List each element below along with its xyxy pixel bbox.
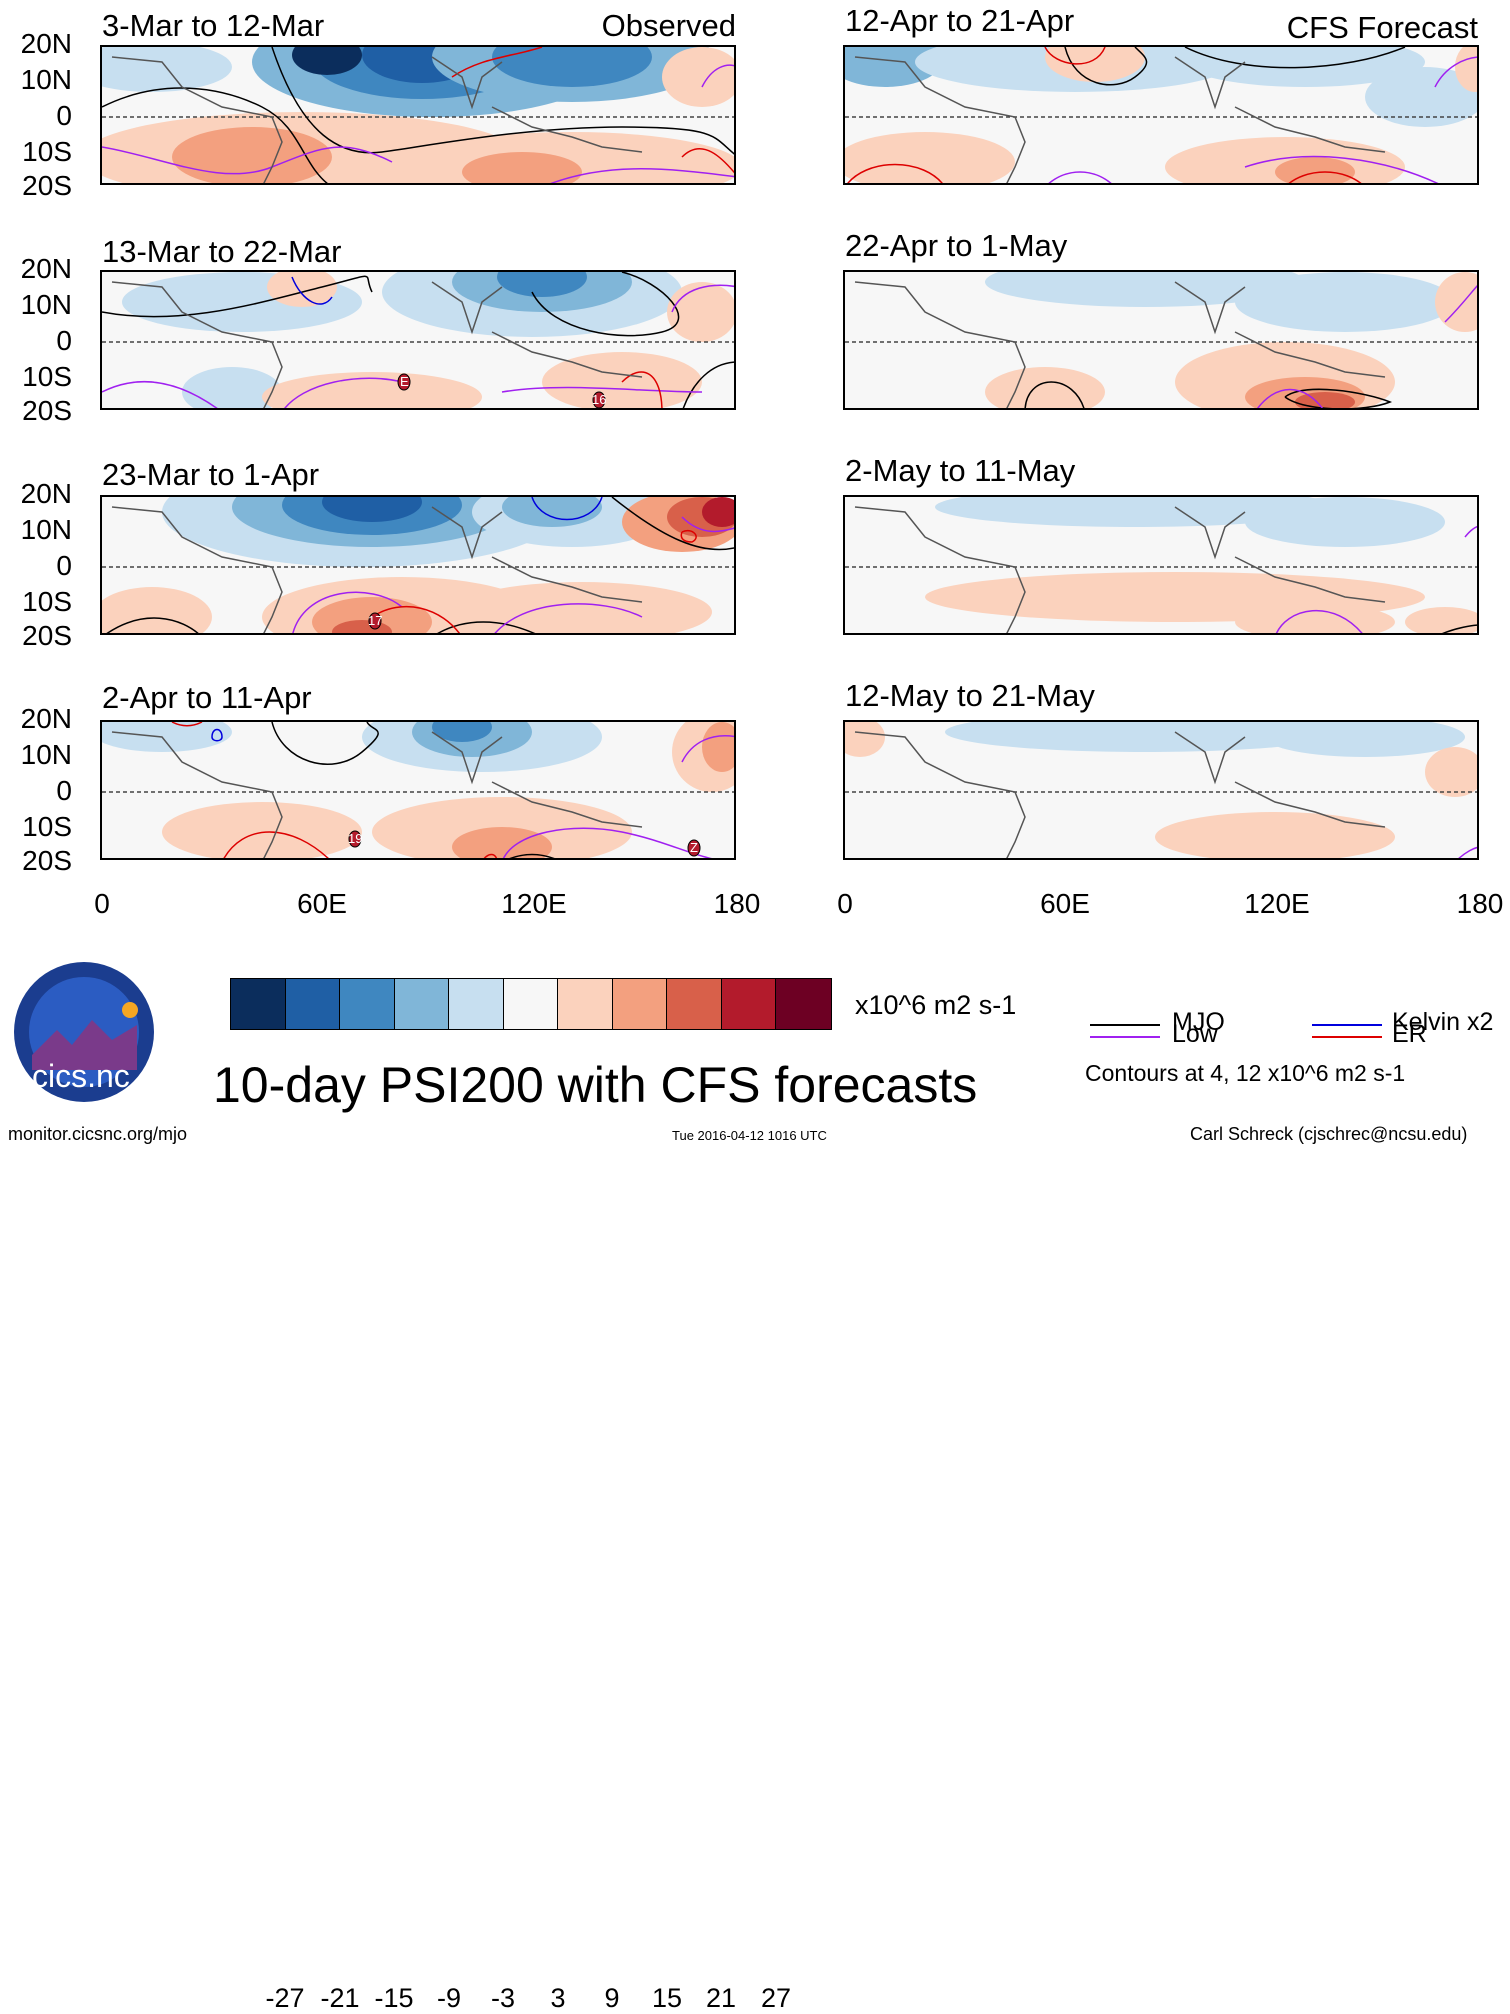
forecast-header: CFS Forecast: [1286, 10, 1478, 45]
legend-mjo-label: MJO: [1172, 1008, 1225, 1036]
lat-label-eq-4: 0: [56, 775, 72, 806]
panel-title-2: 13-Mar to 22-Mar: [102, 234, 342, 269]
cbar-tick-9: 21: [705, 1983, 737, 2013]
lat-label-10s-3: 10S: [22, 586, 72, 617]
cyclone-marker-16: 16: [592, 392, 607, 407]
lat-label-10s-4: 10S: [22, 811, 72, 842]
panel-title-8: 12-May to 21-May: [845, 678, 1095, 713]
cbar-swatch-1: [231, 979, 286, 1029]
legend-low-label: Low: [1172, 1020, 1218, 1048]
panel-title-4: 2-Apr to 11-Apr: [102, 680, 312, 715]
map-panel-4: 19 Z: [100, 720, 736, 860]
cyclone-marker-17: 17: [368, 613, 383, 628]
legend-er-label: ER: [1392, 1020, 1427, 1048]
lat-label-10n-2: 10N: [20, 289, 72, 320]
cbar-tick-1: -27: [265, 1983, 305, 2013]
cbar-tick-4: -9: [436, 1983, 461, 2013]
map-panel-2: E 16: [100, 270, 736, 410]
cics-logo: cics.nc Cooperative Institute for Climat…: [12, 960, 156, 1104]
map-panel-8: [843, 720, 1479, 860]
legend-kelvin-line: [1312, 1024, 1382, 1026]
lat-label-10s-2: 10S: [22, 361, 72, 392]
colorbar: [230, 978, 832, 1030]
cbar-swatch-10: [721, 979, 776, 1029]
lon-label-60e-right: 60E: [1040, 888, 1090, 919]
lat-label-20s-4: 20S: [22, 845, 72, 876]
cbar-tick-8: 15: [651, 1983, 683, 2013]
panel-title-7: 2-May to 11-May: [845, 453, 1076, 488]
lon-label-180-right: 180: [1456, 888, 1504, 919]
lon-label-0-right: 0: [837, 888, 853, 919]
legend-er-line: [1312, 1036, 1382, 1038]
lat-label-20s-1: 20S: [22, 170, 72, 201]
cbar-tick-10: 27: [760, 1983, 792, 2013]
cbar-swatch-5: [449, 979, 504, 1029]
cyclone-marker-E: E: [400, 374, 409, 389]
cbar-swatch-4: [394, 979, 449, 1029]
panel-title-5: 12-Apr to 21-Apr: [845, 3, 1075, 38]
logo-ring-text: Cooperative Institute for Climate and Sa…: [12, 960, 13, 961]
map-panel-3: 17: [100, 495, 736, 635]
logo-text: cics.nc: [32, 1058, 130, 1094]
cbar-swatch-11: [776, 979, 831, 1029]
main-title: 10-day PSI200 with CFS forecasts: [213, 1057, 978, 1113]
panel-title-3: 23-Mar to 1-Apr: [102, 457, 320, 492]
lat-label-20n-4: 20N: [20, 703, 72, 734]
cbar-tick-2: -21: [320, 1983, 360, 2013]
cbar-tick-6: 3: [550, 1983, 566, 2013]
lat-label-eq-1: 0: [56, 100, 72, 131]
cbar-tick-5: -3: [490, 1983, 515, 2013]
map-panel-6: [843, 270, 1479, 410]
legend-mjo-line: [1090, 1024, 1160, 1026]
cbar-swatch-2: [285, 979, 340, 1029]
legend-contours-note: Contours at 4, 12 x10^6 m2 s-1: [1085, 1060, 1406, 1086]
map-panel-7: [843, 495, 1479, 635]
map-panel-1: [100, 45, 736, 185]
cbar-swatch-9: [667, 979, 722, 1029]
lon-label-0-left: 0: [94, 888, 110, 919]
legend-low-line: [1090, 1036, 1160, 1038]
cbar-tick-3: -15: [374, 1983, 414, 2013]
cbar-swatch-8: [612, 979, 667, 1029]
lat-label-10n-4: 10N: [20, 739, 72, 770]
panel-title-1: 3-Mar to 12-Mar: [102, 8, 325, 43]
cbar-swatch-7: [558, 979, 613, 1029]
lat-label-eq-2: 0: [56, 325, 72, 356]
lat-label-10n-3: 10N: [20, 514, 72, 545]
cyclone-marker-19: 19: [348, 831, 363, 846]
lat-label-20s-3: 20S: [22, 620, 72, 651]
footer-author: Carl Schreck (cjschrec@ncsu.edu): [1190, 1124, 1468, 1144]
observed-header: Observed: [601, 8, 736, 43]
lat-label-20n-3: 20N: [20, 478, 72, 509]
cbar-tick-7: 9: [604, 1983, 620, 2013]
map-panel-5: [843, 45, 1479, 185]
lat-label-eq-3: 0: [56, 550, 72, 581]
cyclone-marker-Z: Z: [690, 840, 698, 855]
legend-kelvin-label: Kelvin x2: [1392, 1008, 1494, 1036]
lat-label-20n-1: 20N: [20, 28, 72, 59]
cbar-swatch-6: [503, 979, 558, 1029]
lon-label-180-left: 180: [713, 888, 761, 919]
lat-label-20s-2: 20S: [22, 395, 72, 426]
lat-label-10n-1: 10N: [20, 64, 72, 95]
lon-label-60e-left: 60E: [297, 888, 347, 919]
panel-title-6: 22-Apr to 1-May: [845, 228, 1068, 263]
lat-label-10s-1: 10S: [22, 136, 72, 167]
lon-label-120e-left: 120E: [501, 888, 567, 919]
cbar-swatch-3: [340, 979, 395, 1029]
footer-timestamp: Tue 2016-04-12 1016 UTC: [672, 1128, 827, 1143]
lon-label-120e-right: 120E: [1244, 888, 1310, 919]
footer-url[interactable]: monitor.cicsnc.org/mjo: [8, 1124, 188, 1144]
colorbar-units: x10^6 m2 s-1: [855, 990, 1017, 1020]
lat-label-20n-2: 20N: [20, 253, 72, 284]
